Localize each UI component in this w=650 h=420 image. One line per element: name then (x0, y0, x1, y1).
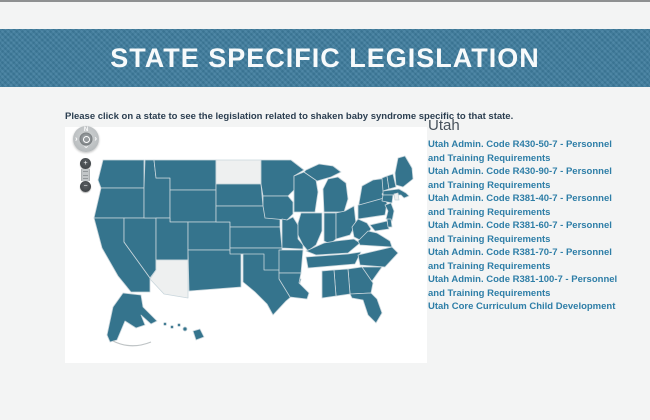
state-maine[interactable] (394, 155, 414, 188)
state-new-jersey[interactable] (384, 202, 395, 222)
aleutian-islands (112, 340, 152, 347)
state-kentucky[interactable] (305, 238, 361, 256)
state-mississippi[interactable] (321, 269, 337, 299)
zoom-out-button[interactable]: − (80, 181, 91, 192)
state-oregon[interactable] (93, 187, 145, 219)
legislation-sidebar: Utah Utah Admin. Code R430-50-7 - Person… (428, 117, 630, 314)
state-hawaii-island[interactable] (177, 323, 181, 327)
state-connecticut[interactable] (381, 194, 394, 204)
pan-left-icon[interactable]: ‹ (75, 135, 78, 144)
map-reset-button[interactable] (79, 132, 93, 146)
state-indiana[interactable] (323, 212, 337, 245)
map-zoom-slider[interactable]: + − (80, 158, 91, 192)
state-new-mexico[interactable] (187, 249, 242, 292)
us-map[interactable] (65, 127, 427, 363)
state-hawaii-island[interactable] (170, 325, 174, 329)
state-alabama[interactable] (333, 268, 351, 297)
legislation-link[interactable]: Utah Admin. Code R381-40-7 - Personnel a… (428, 193, 612, 218)
state-arizona[interactable] (149, 259, 189, 299)
legislation-link[interactable]: Utah Admin. Code R430-50-7 - Personnel a… (428, 139, 612, 164)
state-washington[interactable] (97, 159, 145, 189)
state-wyoming[interactable] (169, 189, 217, 223)
state-maryland[interactable] (369, 220, 390, 232)
us-map-widget: N ‹ › › + − (65, 126, 427, 363)
state-south-dakota[interactable] (215, 183, 264, 207)
state-alaska[interactable] (106, 292, 158, 343)
legislation-link[interactable]: Utah Admin. Code R430-90-7 - Personnel a… (428, 166, 612, 191)
state-colorado[interactable] (187, 221, 231, 251)
state-hawaii-island[interactable] (163, 322, 167, 326)
state-iowa[interactable] (262, 195, 294, 221)
state-florida[interactable] (349, 292, 383, 324)
legislation-link[interactable]: Utah Admin. Code R381-60-7 - Personnel a… (428, 220, 612, 245)
page-title: STATE SPECIFIC LEGISLATION (110, 43, 540, 73)
compass-north-label: N (83, 127, 89, 133)
instruction-text: Please click on a state to see the legis… (65, 110, 514, 122)
legislation-link[interactable]: Utah Core Curriculum Child Development (428, 301, 616, 312)
state-north-carolina[interactable] (357, 246, 399, 268)
state-hawaii[interactable] (192, 328, 205, 341)
map-pan-control[interactable]: N ‹ › › (73, 126, 99, 152)
legislation-link[interactable]: Utah Admin. Code R381-70-7 - Personnel a… (428, 247, 612, 272)
state-kansas[interactable] (229, 226, 283, 249)
state-michigan[interactable] (322, 176, 349, 213)
legislation-links: Utah Admin. Code R430-50-7 - Personnel a… (428, 138, 630, 314)
pan-down-icon[interactable]: › (82, 145, 91, 149)
state-hawaii-island[interactable] (182, 326, 188, 332)
state-north-dakota[interactable] (215, 159, 262, 185)
state-virginia[interactable] (357, 230, 393, 248)
state-utah[interactable] (155, 217, 189, 261)
legislation-link[interactable]: Utah Admin. Code R381-100-7 - Personnel … (428, 274, 618, 299)
rotate-reset-icon (82, 135, 90, 143)
pan-right-icon[interactable]: › (94, 134, 97, 143)
window-top-divider (0, 0, 650, 2)
state-new-hampshire[interactable] (386, 173, 397, 190)
zoom-slider-track[interactable] (81, 169, 90, 181)
state-delaware[interactable] (386, 218, 393, 228)
state-louisiana[interactable] (278, 272, 310, 300)
state-tennessee[interactable] (305, 251, 362, 269)
selected-state-heading: Utah (428, 117, 460, 134)
state-arkansas[interactable] (278, 249, 304, 274)
zoom-in-button[interactable]: + (80, 158, 91, 169)
state-michigan-upper[interactable] (303, 163, 342, 182)
page-banner: STATE SPECIFIC LEGISLATION (0, 29, 650, 87)
state-rhode-island[interactable] (393, 192, 400, 201)
